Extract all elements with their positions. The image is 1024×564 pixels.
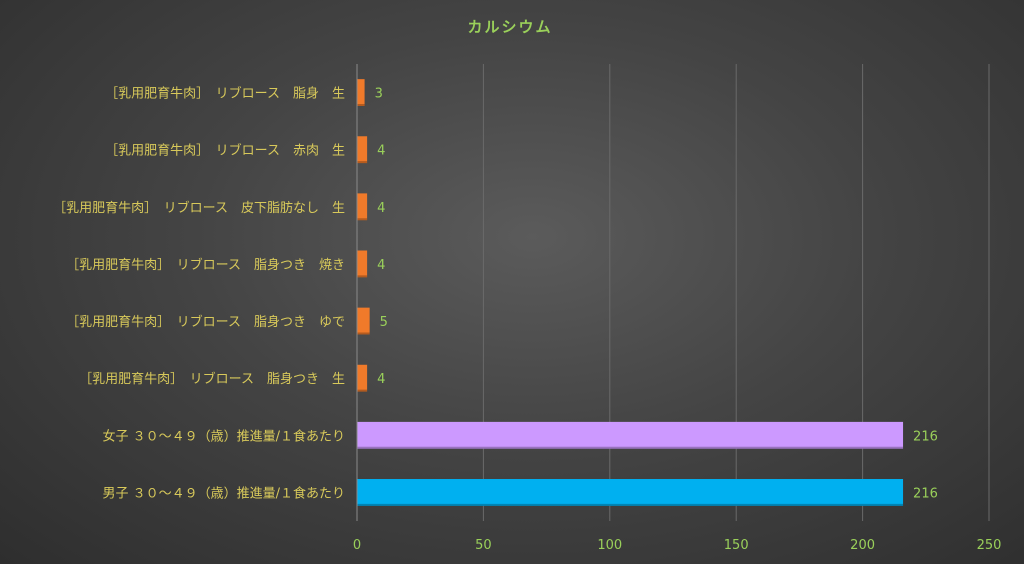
x-tick-label: 50 <box>475 538 492 553</box>
bar-shadow <box>357 275 368 278</box>
data-label: 4 <box>377 201 385 216</box>
bar <box>357 136 368 164</box>
category-label: 男子 ３０～４９（歳）推進量/１食あたり <box>102 485 345 501</box>
x-tick-label: 200 <box>850 538 875 553</box>
category-label: ［乳用肥育牛肉］ リブロース 皮下脂肪なし 生 <box>53 200 345 216</box>
category-label: ［乳用肥育牛肉］ リブロース 脂身つき 生 <box>79 371 345 387</box>
bar <box>357 250 368 278</box>
category-label: ［乳用肥育牛肉］ リブロース 赤肉 生 <box>105 143 345 159</box>
bar-shadow <box>357 332 370 335</box>
bar <box>357 421 904 449</box>
category-labels: ［乳用肥育牛肉］ リブロース 脂身 生 ［乳用肥育牛肉］ リブロース 赤肉 生 ［乳… <box>53 86 345 502</box>
bar-shadow <box>357 161 368 164</box>
bar-shadow <box>357 503 904 506</box>
bar-shadow <box>357 389 368 392</box>
bar-shadow <box>357 218 368 221</box>
bar <box>357 479 904 506</box>
bar <box>357 307 370 335</box>
x-tick-label: 100 <box>597 538 622 553</box>
category-label: ［乳用肥育牛肉］ リブロース 脂身つき 焼き <box>66 257 345 273</box>
bar <box>357 79 365 106</box>
bar <box>357 193 368 221</box>
data-labels: 3 4 4 4 5 4 216 216 <box>375 87 938 502</box>
data-label: 4 <box>377 372 385 387</box>
x-tick-label: 150 <box>724 538 749 553</box>
category-label: ［乳用肥育牛肉］ リブロース 脂身 生 <box>105 86 345 102</box>
category-label: 女子 ３０～４９（歳）推進量/１食あたり <box>102 428 345 444</box>
bars <box>357 79 904 506</box>
gridlines <box>482 64 990 521</box>
data-label: 4 <box>377 144 385 159</box>
x-axis-tick-labels: 0 50 100 150 200 250 <box>353 538 1002 553</box>
bar-shadow <box>357 446 904 449</box>
bar <box>357 364 368 392</box>
x-tick-label: 250 <box>977 538 1002 553</box>
data-label: 4 <box>377 258 385 273</box>
x-tick-label: 0 <box>353 538 361 553</box>
data-label: 216 <box>913 486 938 501</box>
bar-shadow <box>357 103 365 106</box>
data-label: 3 <box>375 87 383 102</box>
category-label: ［乳用肥育牛肉］ リブロース 脂身つき ゆで <box>66 314 345 330</box>
chart-title: カルシウム <box>467 18 552 36</box>
data-label: 5 <box>380 315 388 330</box>
data-label: 216 <box>913 429 938 444</box>
